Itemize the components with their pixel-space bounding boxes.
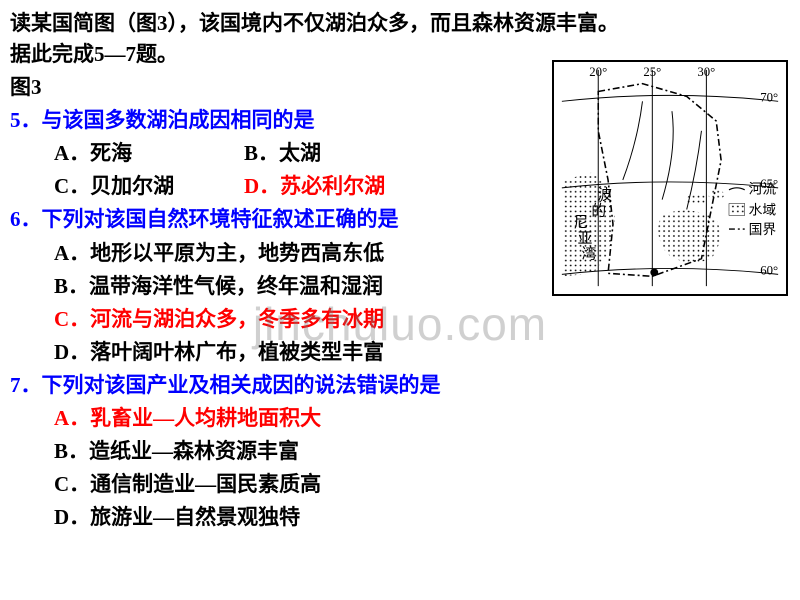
sea-label: 湾 [582, 246, 597, 263]
lon-label: 30° [697, 65, 715, 79]
map-svg: 20° 25° 30° 70° 65° 60° 波 的 尼 亚 湾 河流 水 [554, 62, 786, 294]
sea-label: 的 [591, 202, 606, 219]
map-figure: 20° 25° 30° 70° 65° 60° 波 的 尼 亚 湾 河流 水 [552, 60, 788, 296]
option-c: C．贝加尔湖 [54, 171, 244, 202]
intro-line-1: 读某国简图（图3），该国境内不仅湖泊众多，而且森林资源丰富。 [10, 8, 790, 39]
sea-label: 尼 [574, 214, 589, 231]
question-7-stem: 7．下列对该国产业及相关成因的说法错误的是 [10, 370, 790, 401]
map-legend: 河流 水域 国界 [729, 182, 776, 237]
question-text: 与该国多数湖泊成因相同的是 [42, 108, 315, 132]
legend-label: 国界 [749, 222, 777, 237]
question-number: 6． [10, 207, 42, 231]
lon-label: 20° [589, 65, 607, 79]
question-text: 下列对该国产业及相关成因的说法错误的是 [42, 373, 441, 397]
option-c-answer: C．河流与湖泊众多，冬季多有冰期 [54, 304, 790, 335]
question-text: 下列对该国自然环境特征叙述正确的是 [42, 207, 399, 231]
lon-label: 25° [643, 65, 661, 79]
legend-label: 水域 [749, 202, 777, 217]
option-d: D．落叶阔叶林广布，植被类型丰富 [54, 337, 790, 368]
question-7-options: A．乳畜业—人均耕地面积大 B．造纸业—森林资源丰富 C．通信制造业—国民素质高… [54, 403, 790, 533]
lat-label: 70° [760, 90, 778, 104]
legend-label: 河流 [749, 182, 777, 197]
option-a: A．死海 [54, 138, 244, 169]
option-d-answer: D．苏必利尔湖 [244, 171, 385, 202]
lat-label: 60° [760, 263, 778, 277]
question-number: 7． [10, 373, 42, 397]
question-number: 5． [10, 108, 42, 132]
option-a-answer: A．乳畜业—人均耕地面积大 [54, 403, 790, 434]
option-c: C．通信制造业—国民素质高 [54, 469, 790, 500]
option-b: B．太湖 [244, 138, 321, 169]
option-b: B．造纸业—森林资源丰富 [54, 436, 790, 467]
sea-label: 亚 [578, 231, 593, 247]
option-d: D．旅游业—自然景观独特 [54, 502, 790, 533]
sea-label: 波 [597, 187, 612, 204]
